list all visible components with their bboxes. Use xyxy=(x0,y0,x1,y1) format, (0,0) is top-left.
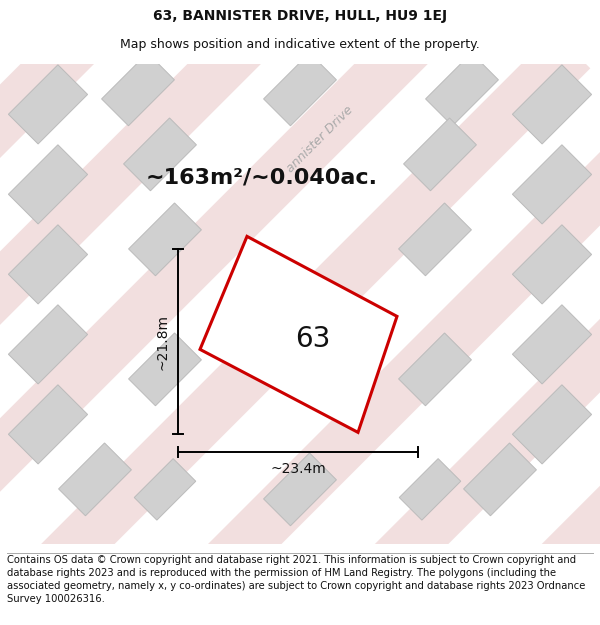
Text: ~163m²/~0.040ac.: ~163m²/~0.040ac. xyxy=(146,168,378,187)
Polygon shape xyxy=(59,443,131,516)
Polygon shape xyxy=(8,385,88,464)
Text: Contains OS data © Crown copyright and database right 2021. This information is : Contains OS data © Crown copyright and d… xyxy=(7,554,586,604)
Polygon shape xyxy=(404,118,476,191)
Polygon shape xyxy=(8,65,88,144)
Polygon shape xyxy=(425,53,499,126)
Polygon shape xyxy=(464,443,536,516)
Polygon shape xyxy=(512,305,592,384)
Polygon shape xyxy=(200,236,397,432)
Text: 63, BANNISTER DRIVE, HULL, HU9 1EJ: 63, BANNISTER DRIVE, HULL, HU9 1EJ xyxy=(153,9,447,23)
Polygon shape xyxy=(0,0,507,621)
Polygon shape xyxy=(0,0,340,454)
Polygon shape xyxy=(398,203,472,276)
Polygon shape xyxy=(263,453,337,526)
Polygon shape xyxy=(0,0,257,371)
Polygon shape xyxy=(512,65,592,144)
Polygon shape xyxy=(398,333,472,406)
Text: ~21.8m: ~21.8m xyxy=(155,314,169,370)
Polygon shape xyxy=(124,118,196,191)
Polygon shape xyxy=(399,459,461,520)
Polygon shape xyxy=(0,31,590,625)
Polygon shape xyxy=(512,145,592,224)
Polygon shape xyxy=(167,282,600,625)
Polygon shape xyxy=(101,53,175,126)
Polygon shape xyxy=(512,225,592,304)
Polygon shape xyxy=(134,459,196,520)
Polygon shape xyxy=(263,53,337,126)
Polygon shape xyxy=(84,198,600,625)
Polygon shape xyxy=(128,203,202,276)
Polygon shape xyxy=(8,145,88,224)
Text: 63: 63 xyxy=(295,324,330,352)
Text: ~23.4m: ~23.4m xyxy=(270,462,326,476)
Text: annister Drive: annister Drive xyxy=(284,104,356,175)
Text: Map shows position and indicative extent of the property.: Map shows position and indicative extent… xyxy=(120,38,480,51)
Polygon shape xyxy=(0,0,424,538)
Polygon shape xyxy=(8,305,88,384)
Polygon shape xyxy=(1,115,600,625)
Polygon shape xyxy=(251,365,600,625)
Polygon shape xyxy=(512,385,592,464)
Polygon shape xyxy=(128,333,202,406)
Polygon shape xyxy=(8,225,88,304)
